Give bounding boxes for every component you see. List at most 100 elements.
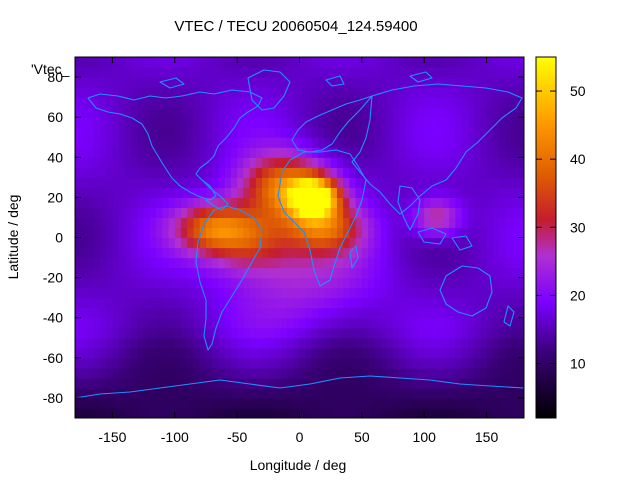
heat-cell bbox=[305, 177, 313, 188]
heat-cell bbox=[268, 277, 276, 289]
heat-cell bbox=[174, 147, 182, 158]
heat-cell bbox=[399, 77, 407, 88]
heat-cell bbox=[287, 247, 294, 259]
heat-cell bbox=[237, 317, 244, 329]
heat-cell bbox=[193, 177, 201, 188]
heat-cell bbox=[168, 57, 176, 68]
heat-cell bbox=[461, 277, 469, 289]
heat-cell bbox=[517, 297, 524, 309]
heat-cell bbox=[143, 167, 151, 178]
heat-cell bbox=[330, 177, 338, 188]
heat-cell bbox=[287, 327, 294, 339]
heat-cell bbox=[417, 217, 425, 229]
heat-cell bbox=[162, 187, 170, 198]
heat-cell bbox=[243, 127, 251, 138]
heat-cell bbox=[249, 167, 257, 178]
heat-cell bbox=[156, 207, 163, 219]
heat-cell bbox=[505, 247, 513, 259]
heat-cell bbox=[149, 147, 157, 158]
heat-cell bbox=[81, 407, 89, 418]
heat-cell bbox=[480, 377, 488, 389]
heat-cell bbox=[293, 67, 301, 78]
heat-cell bbox=[230, 217, 238, 229]
heat-cell bbox=[274, 337, 282, 349]
heat-cell bbox=[393, 87, 400, 98]
heat-cell bbox=[112, 297, 120, 309]
heat-cell bbox=[436, 257, 444, 269]
heat-cell bbox=[374, 177, 382, 188]
colorbar-tick-label: 30 bbox=[570, 219, 586, 235]
heat-cell bbox=[156, 357, 163, 369]
heat-cell bbox=[361, 187, 369, 198]
heat-cell bbox=[124, 107, 132, 118]
heat-cell bbox=[156, 137, 163, 148]
heat-cell bbox=[243, 347, 251, 359]
heat-cell bbox=[212, 197, 220, 209]
heat-cell bbox=[218, 277, 226, 289]
heat-cell bbox=[442, 337, 450, 349]
heat-cell bbox=[99, 157, 107, 168]
heat-cell bbox=[149, 217, 157, 229]
heat-cell bbox=[380, 247, 388, 259]
heat-cell bbox=[343, 397, 350, 409]
heat-cell bbox=[399, 367, 407, 379]
heat-cell bbox=[131, 167, 138, 178]
heat-cell bbox=[249, 247, 257, 259]
heat-cell bbox=[255, 367, 263, 379]
heat-cell bbox=[237, 207, 244, 219]
heat-cell bbox=[230, 177, 238, 188]
heat-cell bbox=[436, 117, 444, 128]
heat-cell bbox=[405, 167, 413, 178]
heat-cell bbox=[131, 377, 138, 389]
heat-cell bbox=[318, 347, 326, 359]
heat-cell bbox=[517, 277, 524, 289]
heat-cell bbox=[280, 317, 288, 329]
heat-cell bbox=[112, 357, 120, 369]
heat-cell bbox=[280, 267, 288, 279]
heat-cell bbox=[106, 307, 114, 319]
heat-cell bbox=[106, 227, 114, 239]
heat-cell bbox=[249, 307, 257, 319]
heat-cell bbox=[368, 107, 375, 118]
heat-cell bbox=[430, 117, 438, 128]
heat-cell bbox=[112, 337, 120, 349]
heat-cell bbox=[305, 287, 313, 299]
heat-cell bbox=[393, 227, 400, 239]
heat-cell bbox=[112, 87, 120, 98]
heat-cell bbox=[124, 387, 132, 399]
heat-cell bbox=[374, 257, 382, 269]
heat-cell bbox=[143, 307, 151, 319]
heat-cell bbox=[517, 407, 524, 418]
heat-cell bbox=[149, 187, 157, 198]
heat-cell bbox=[106, 117, 114, 128]
heat-cell bbox=[405, 357, 413, 369]
heat-cell bbox=[106, 397, 114, 409]
heat-cell bbox=[480, 337, 488, 349]
heat-cell bbox=[124, 147, 132, 158]
heat-cell bbox=[511, 247, 519, 259]
heat-cell bbox=[374, 187, 382, 198]
heat-cell bbox=[461, 137, 469, 148]
heat-cell bbox=[181, 167, 188, 178]
heat-cell bbox=[124, 287, 132, 299]
heat-cell bbox=[143, 357, 151, 369]
heat-cell bbox=[81, 67, 89, 78]
heat-cell bbox=[255, 87, 263, 98]
heat-cell bbox=[299, 407, 307, 418]
heat-cell bbox=[243, 157, 251, 168]
heat-cell bbox=[212, 77, 220, 88]
heat-cell bbox=[474, 367, 481, 379]
y-tick-label: 60 bbox=[47, 109, 63, 125]
heat-cell bbox=[131, 207, 138, 219]
heat-cell bbox=[93, 377, 101, 389]
heat-cell bbox=[386, 297, 394, 309]
heat-cell bbox=[237, 117, 244, 128]
heat-cell bbox=[511, 257, 519, 269]
heat-cell bbox=[355, 337, 363, 349]
heat-cell bbox=[424, 127, 432, 138]
heat-cell bbox=[106, 247, 114, 259]
heat-cell bbox=[430, 317, 438, 329]
heat-cell bbox=[355, 387, 363, 399]
heat-cell bbox=[499, 147, 506, 158]
heat-cell bbox=[436, 97, 444, 108]
